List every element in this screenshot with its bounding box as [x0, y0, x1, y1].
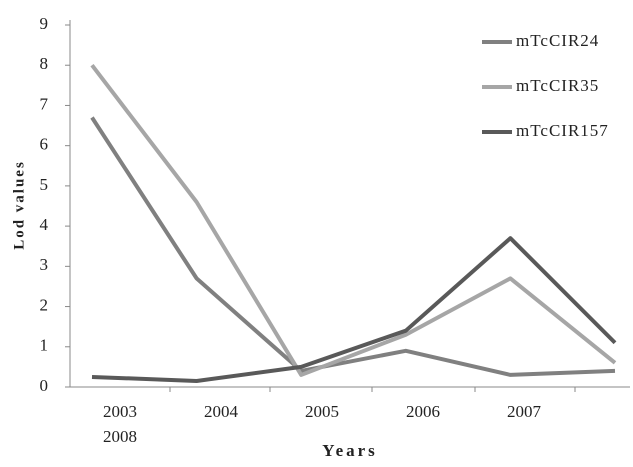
x-tick-label: 2007 — [507, 402, 542, 421]
legend-label: mTcCIR35 — [516, 76, 599, 95]
x-axis-title: Years — [322, 441, 378, 460]
y-tick-label: 2 — [40, 295, 49, 314]
y-axis-title: Lod values — [11, 160, 27, 250]
y-tick-label: 0 — [40, 376, 49, 395]
series-line — [91, 236, 617, 383]
x-tick-label: 2005 — [305, 402, 339, 421]
legend-label: mTcCIR157 — [516, 121, 609, 140]
y-tick-label: 8 — [40, 54, 49, 73]
x-tick-label: 2008 — [103, 427, 137, 446]
y-tick-label: 9 — [40, 14, 49, 33]
series-line — [90, 64, 617, 377]
y-tick-label: 3 — [40, 255, 49, 274]
x-tick-label: 2006 — [406, 402, 440, 421]
y-tick-label: 5 — [40, 175, 49, 194]
x-tick-label: 2004 — [204, 402, 239, 421]
y-tick-label: 6 — [40, 135, 49, 154]
legend-label: mTcCIR24 — [516, 31, 599, 50]
series-line — [90, 116, 616, 377]
y-tick-label: 7 — [40, 94, 49, 113]
x-tick-label: 2003 — [103, 402, 137, 421]
y-tick-label: 1 — [40, 336, 49, 355]
y-tick-label: 4 — [40, 215, 49, 234]
